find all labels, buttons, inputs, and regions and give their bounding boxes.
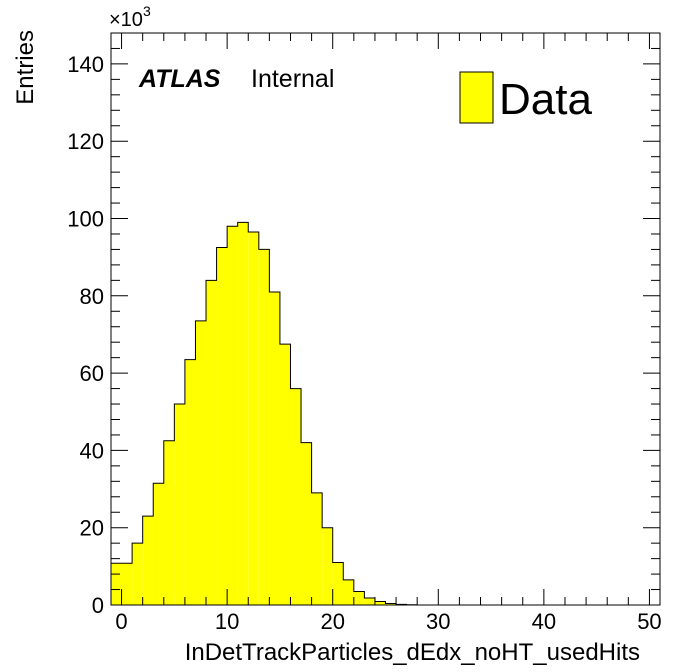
histogram-bar: [311, 492, 323, 605]
y-tick-label: 80: [80, 284, 104, 309]
histogram-bar: [258, 249, 270, 605]
x-tick-label: 50: [637, 609, 661, 634]
x-axis-title: InDetTrackParticles_dEdx_noHT_usedHits: [185, 639, 640, 666]
histogram-bar: [301, 442, 312, 605]
legend-label: Data: [499, 75, 592, 124]
histogram-outline: [110, 221, 418, 606]
histogram-bar: [184, 359, 196, 605]
y-tick-label: 40: [80, 438, 104, 463]
histogram-bar: [364, 598, 375, 605]
y-tick-label: 140: [67, 52, 104, 77]
y-multiplier: ×103: [109, 3, 151, 31]
y-tick-label: 0: [92, 593, 104, 618]
y-tick-label: 20: [80, 516, 104, 541]
y-axis-title: Entries: [12, 30, 39, 105]
y-tick-label: 60: [80, 361, 104, 386]
x-tick-label: 20: [320, 609, 344, 634]
histogram-bar: [132, 543, 143, 605]
histogram-bar: [142, 516, 154, 605]
y-multiplier-exponent: 3: [143, 3, 151, 19]
histogram-bar: [163, 440, 175, 605]
histogram-bars: [110, 221, 418, 606]
histogram-bar: [290, 388, 302, 605]
histogram-bar: [269, 291, 280, 605]
y-tick-label: 100: [67, 207, 104, 232]
x-tick-labels: 0 10 20 30 40 50: [115, 609, 661, 634]
histogram-bar: [353, 591, 365, 605]
histogram-bar: [216, 247, 228, 605]
y-tick-label: 120: [67, 129, 104, 154]
axis-ticks: [111, 32, 660, 606]
histogram-bar: [153, 483, 164, 605]
histogram-bar: [332, 562, 344, 605]
y-tick-labels: 0 20 40 60 80 100 120 140: [67, 52, 104, 618]
y-multiplier-base: ×10: [109, 9, 143, 31]
histogram-bar: [248, 232, 259, 606]
histogram-bar: [385, 603, 397, 605]
histogram-bar: [322, 527, 333, 605]
histogram-bar: [174, 404, 185, 605]
internal-label: Internal: [251, 65, 334, 93]
x-tick-label: 40: [532, 609, 556, 634]
histogram-bar: [206, 280, 217, 605]
histogram-bar: [279, 344, 291, 605]
legend-swatch: [459, 71, 494, 124]
histogram-bar: [374, 601, 386, 605]
atlas-label: ATLAS: [138, 65, 221, 93]
histogram-bar: [227, 226, 238, 606]
histogram-bar: [343, 579, 354, 605]
plot-frame: [110, 32, 661, 606]
x-tick-label: 0: [115, 609, 127, 634]
x-tick-label: 30: [426, 609, 450, 634]
x-tick-label: 10: [215, 609, 239, 634]
histogram-bar: [237, 222, 249, 606]
histogram-bar: [195, 320, 207, 605]
